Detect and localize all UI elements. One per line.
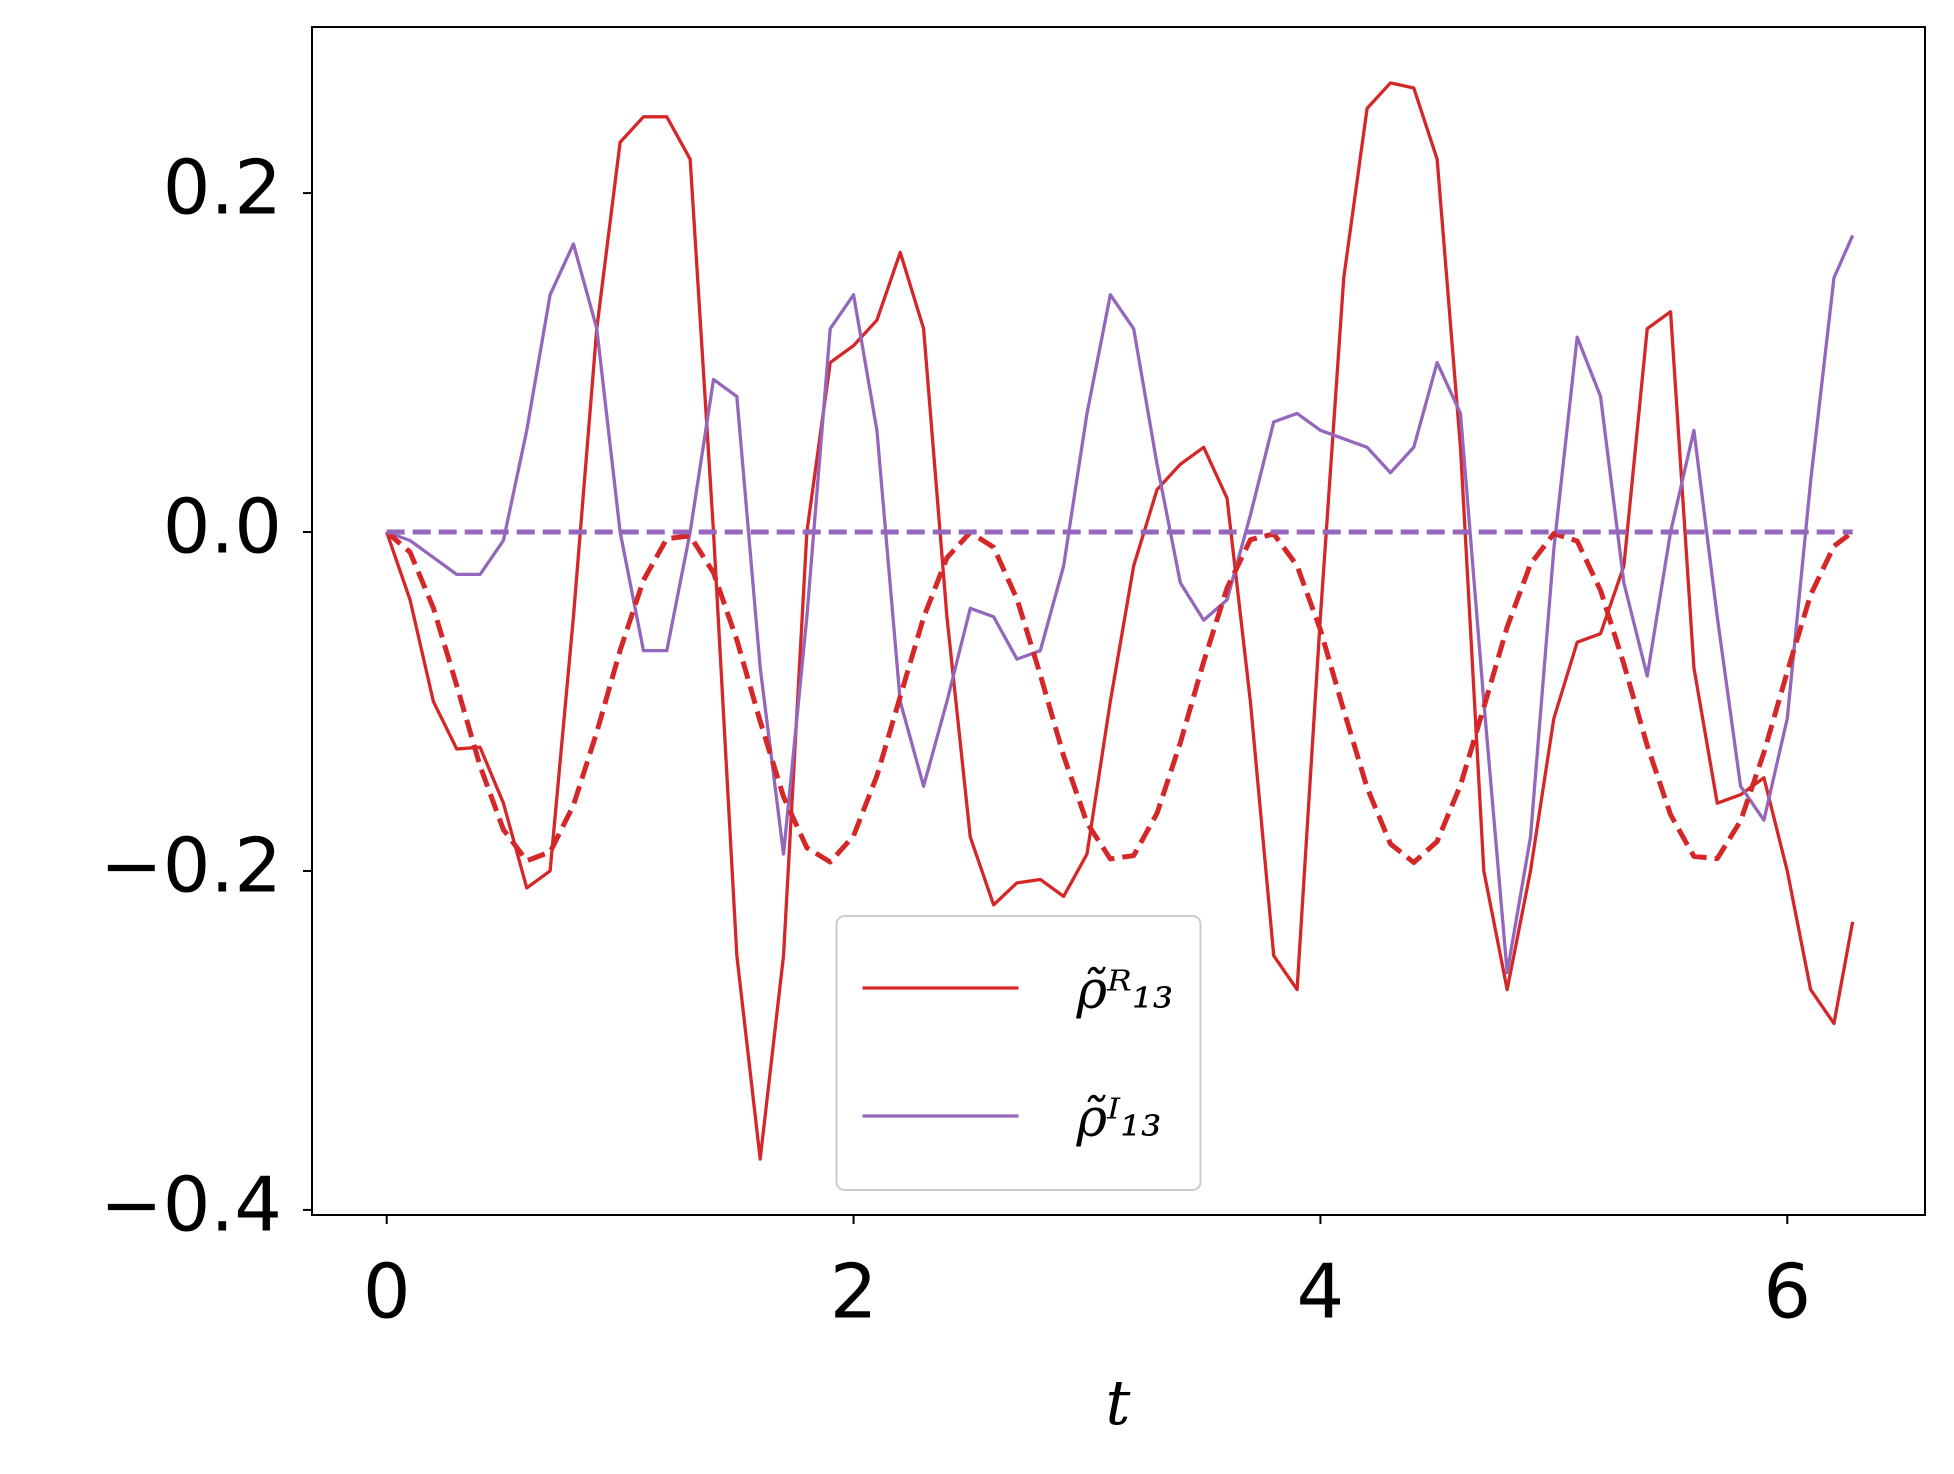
x-tick-label: 0 [363,1248,411,1336]
y-tick-label: −0.2 [100,821,282,909]
plot-frame [311,26,1926,1216]
x-tick-label: 2 [830,1248,878,1336]
series-line [385,529,1855,865]
x-tick-label: 6 [1763,1248,1811,1336]
y-tick-label: 0.2 [163,144,282,232]
legend-label: ρ̃ᴿ₁₃ [1076,961,1174,1021]
x-axis-label: t [1106,1366,1131,1439]
y-tick-label: 0.0 [163,483,282,571]
y-tick-label: −0.4 [100,1160,282,1248]
legend-box [835,915,1202,1191]
series-line [385,81,1855,1161]
series-line [386,234,1855,975]
legend-label: ρ̃ᴵ₁₃ [1076,1089,1162,1149]
x-tick-label: 4 [1297,1248,1345,1336]
legend: ρ̃ᴿ₁₃ ρ̃ᴵ₁₃ [835,915,1202,1191]
